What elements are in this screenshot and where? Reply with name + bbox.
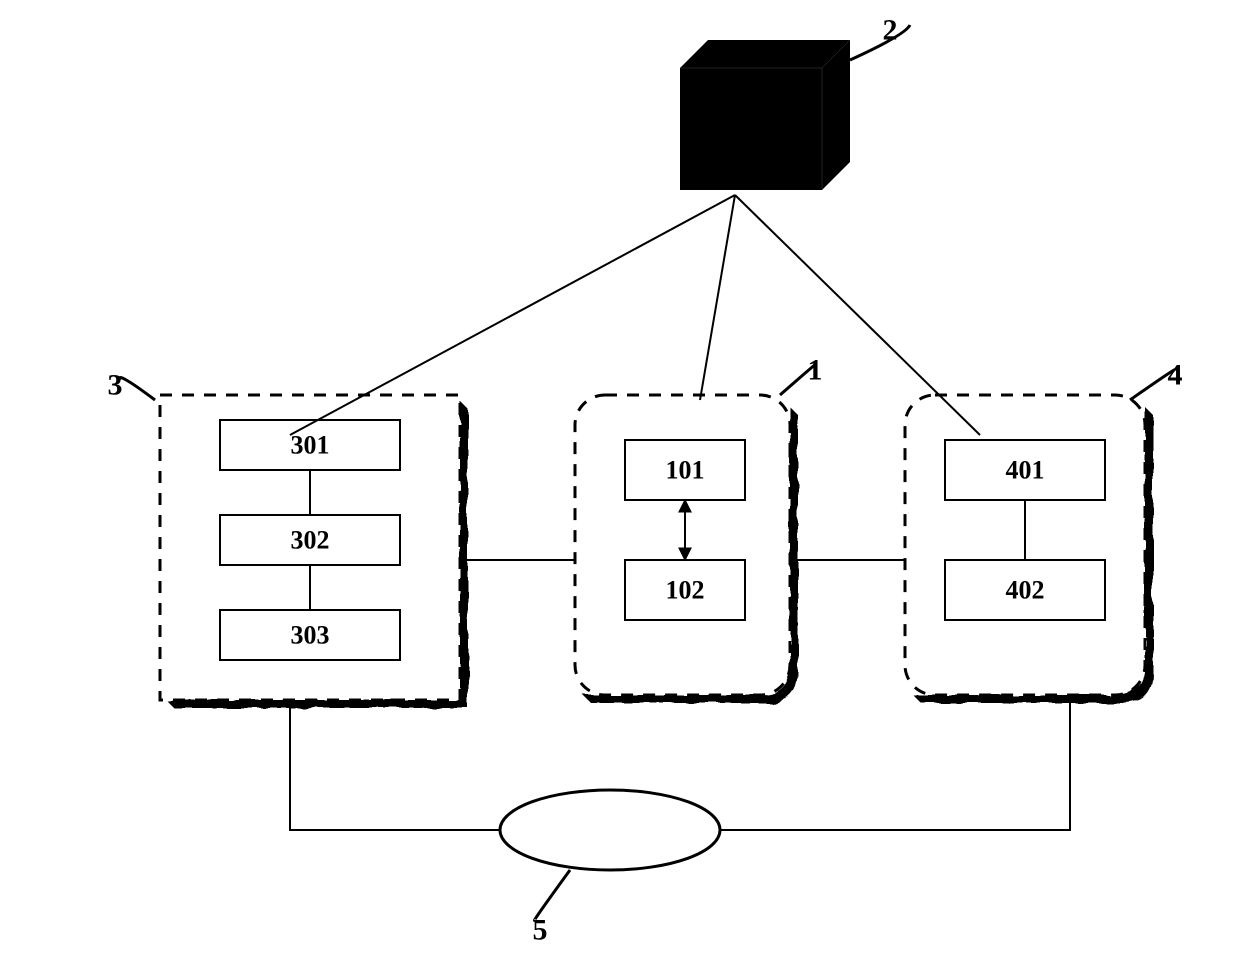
link-bottom-1	[720, 695, 1070, 830]
node-102: 102	[625, 560, 745, 620]
node-401: 401	[945, 440, 1105, 500]
group-mid: 101 102	[575, 395, 798, 703]
bottom-ellipse	[500, 790, 720, 870]
node-401-label: 401	[1006, 456, 1045, 485]
node-302: 302	[220, 515, 400, 565]
node-301: 301	[220, 420, 400, 470]
link-bottom-0	[290, 700, 500, 830]
node-102-label: 102	[666, 576, 705, 605]
group-left: 301 302 303	[160, 395, 468, 708]
ref-label-2: 2	[883, 14, 898, 47]
ref-label-5: 5	[533, 914, 548, 947]
top-cube	[680, 40, 850, 190]
group-right: 401 402	[905, 395, 1153, 703]
node-101: 101	[625, 440, 745, 500]
leader-left	[119, 378, 155, 401]
node-402: 402	[945, 560, 1105, 620]
node-303-label: 303	[291, 621, 330, 650]
ref-label-4: 4	[1168, 359, 1183, 392]
node-303: 303	[220, 610, 400, 660]
link-cube-mid	[700, 195, 735, 400]
node-402-label: 402	[1006, 576, 1045, 605]
leader-cube	[850, 25, 910, 60]
node-101-label: 101	[666, 456, 705, 485]
node-301-label: 301	[291, 431, 330, 460]
ref-label-1: 1	[808, 354, 823, 387]
node-302-label: 302	[291, 526, 330, 555]
ref-label-3: 3	[108, 369, 123, 402]
